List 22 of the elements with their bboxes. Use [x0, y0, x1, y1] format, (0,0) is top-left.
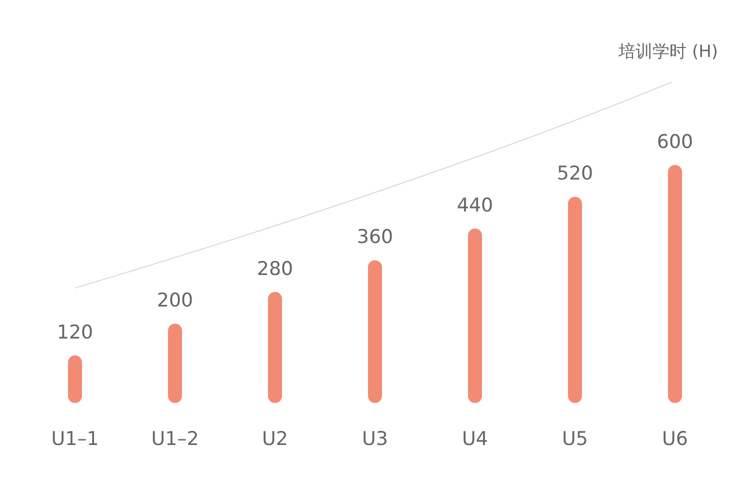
x-tick-label: U6	[662, 428, 688, 450]
data-label: 440	[456, 194, 494, 216]
x-tick-label: U1–2	[151, 428, 199, 450]
bar	[668, 165, 682, 403]
data-label: 120	[56, 321, 94, 344]
bar	[368, 260, 382, 403]
bar	[68, 355, 82, 403]
x-tick-label: U3	[362, 428, 388, 450]
data-label: 280	[256, 258, 294, 280]
data-label: 520	[556, 162, 594, 185]
text: 培训学时 (H)	[618, 42, 718, 62]
x-tick-label: U4	[462, 428, 488, 450]
data-label: 360	[356, 226, 394, 248]
bar	[468, 228, 482, 403]
data-label: 200	[156, 290, 194, 312]
x-tick-label: U1–1	[51, 428, 99, 450]
data-label: 600	[656, 131, 694, 153]
bar	[168, 324, 182, 403]
bar	[268, 292, 282, 403]
bar	[568, 196, 582, 403]
x-tick-label: U5	[562, 428, 588, 450]
x-tick-label: U2	[262, 428, 288, 450]
